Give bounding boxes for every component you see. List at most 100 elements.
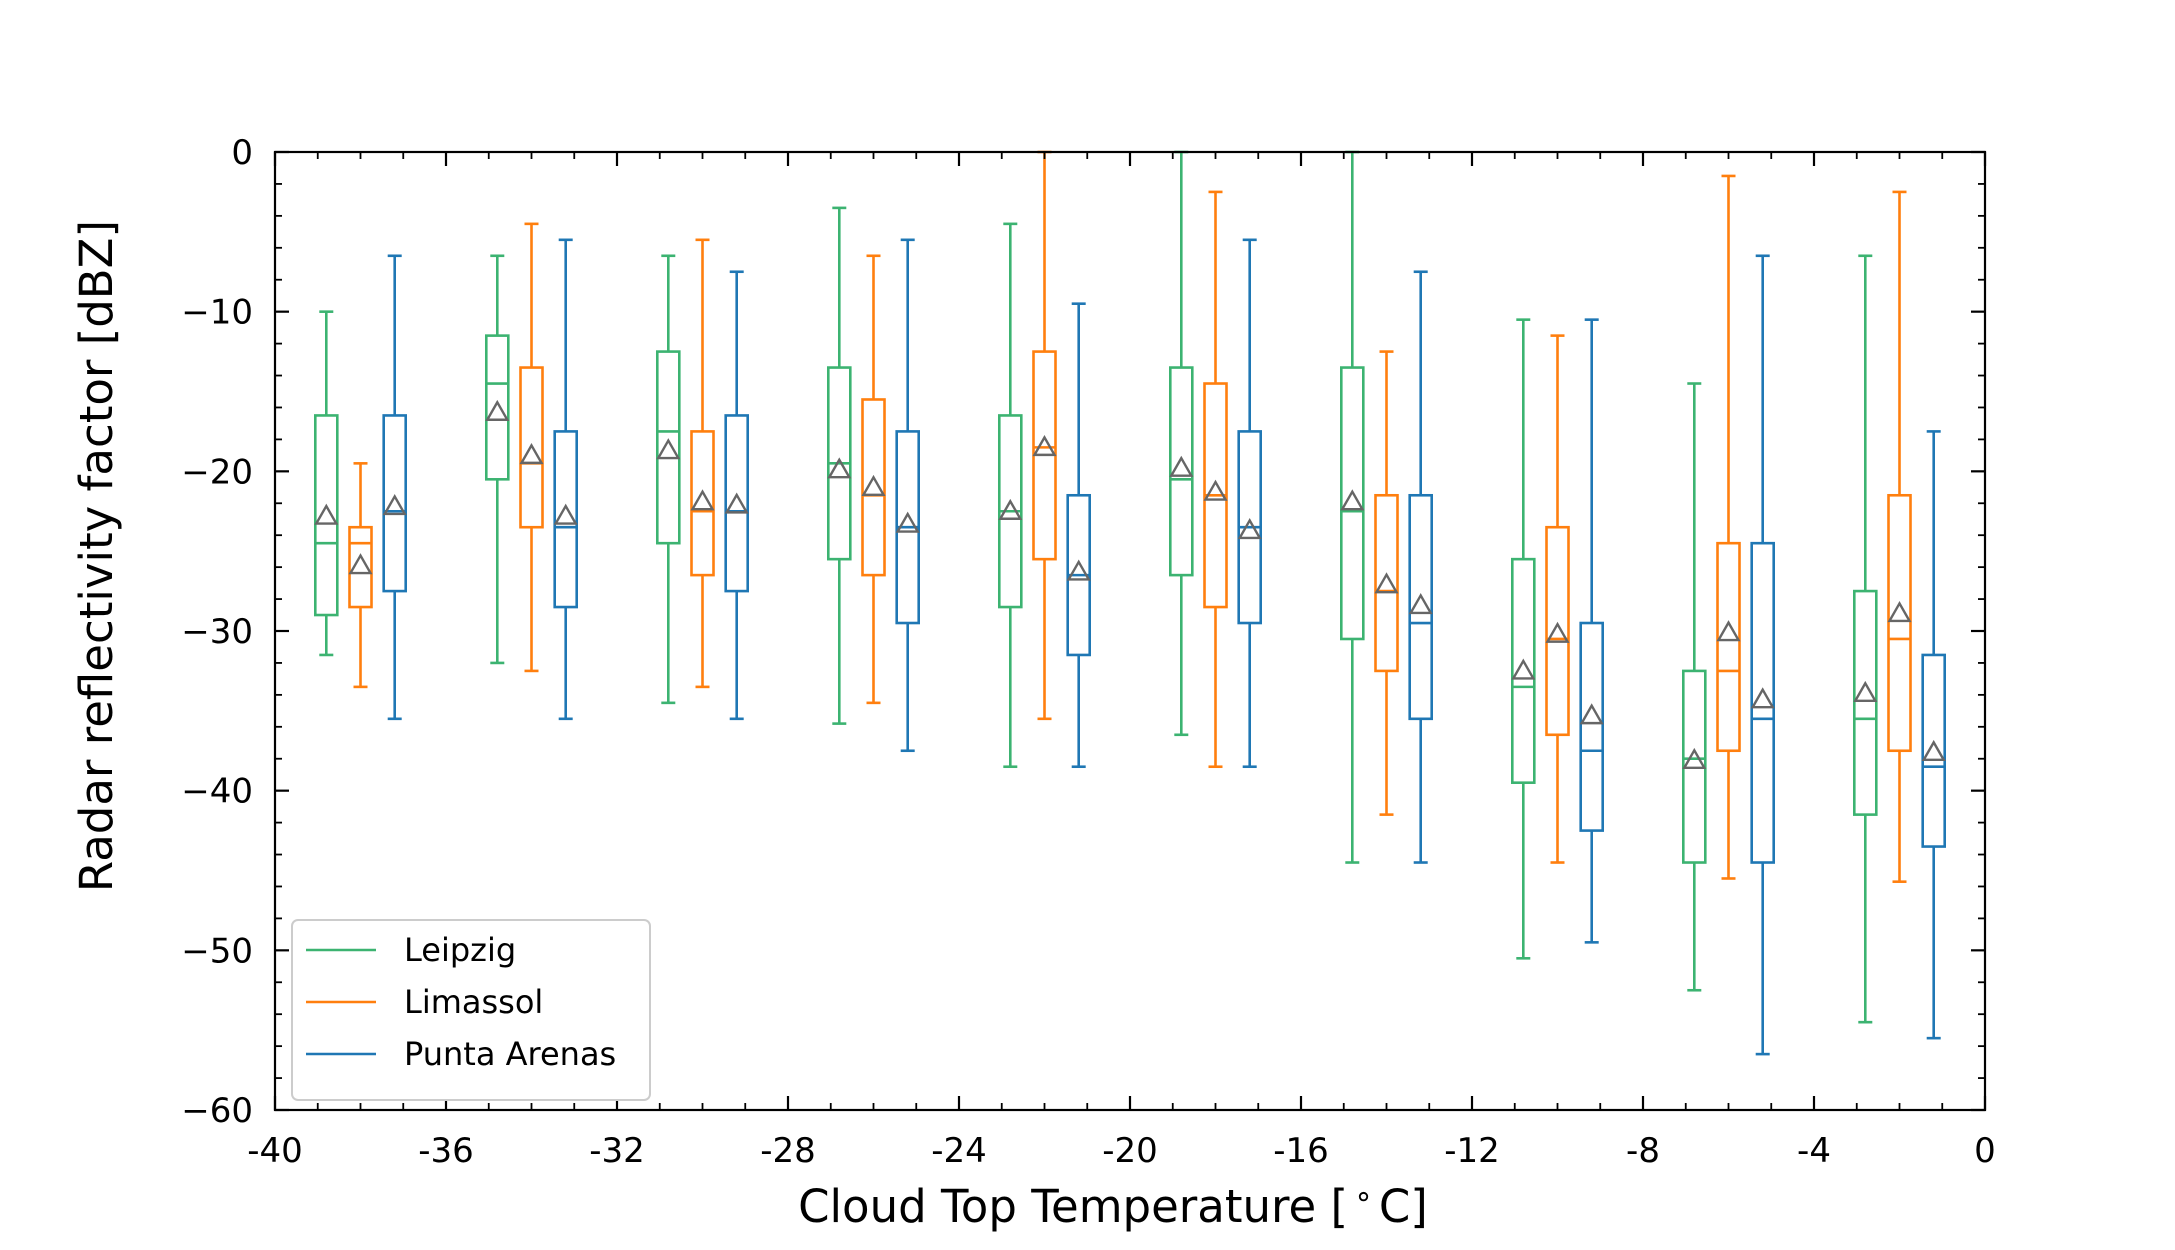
box-iqr [1579, 621, 1604, 832]
mean-marker [1887, 601, 1912, 623]
x-axis-label-part-1: Cloud Top Temperature [ [798, 1180, 1348, 1233]
box-punta-arenas-9 [1921, 430, 1946, 1040]
mean-marker [382, 494, 407, 516]
mean-marker [1374, 572, 1399, 594]
legend: Leipzig Limassol Punta Arenas [291, 919, 651, 1101]
x-tick-label: -4 [1797, 1131, 1831, 1171]
mean-marker [895, 511, 920, 533]
box-iqr [1716, 541, 1741, 753]
mean-marker [519, 442, 544, 465]
x-tick-label: 0 [1974, 1131, 1996, 1171]
x-tick-label: -32 [589, 1131, 645, 1171]
x-tick-label: -20 [1102, 1131, 1158, 1171]
mean-marker [1545, 621, 1570, 643]
y-tick-label: −20 [181, 452, 253, 492]
box-iqr [1169, 366, 1194, 577]
box-iqr [1682, 669, 1707, 864]
mean-marker [553, 503, 578, 525]
box-iqr [1408, 493, 1433, 721]
mean-marker [656, 438, 681, 460]
mean-marker [314, 503, 339, 525]
mean-marker [724, 492, 749, 514]
box-punta-arenas-5 [1237, 238, 1262, 769]
mean-marker [1169, 455, 1194, 477]
box-iqr [1853, 589, 1878, 816]
y-tick-label: 0 [231, 133, 253, 173]
mean-marker [1921, 739, 1946, 762]
mean-marker [827, 457, 852, 479]
box-iqr [1921, 653, 1946, 848]
box-limassol-7 [1545, 334, 1570, 864]
mean-marker [348, 553, 373, 575]
y-tick-label: −60 [181, 1091, 253, 1131]
legend-label-leipzig: Leipzig [404, 931, 516, 969]
box-limassol-6 [1374, 350, 1399, 816]
box-limassol-1 [519, 222, 544, 673]
mean-marker [1408, 593, 1433, 615]
mean-marker [861, 474, 886, 496]
box-punta-arenas-2 [724, 270, 750, 721]
box-iqr [1750, 541, 1775, 864]
y-axis-label: Radar reflectivity factor [dBZ] [70, 220, 123, 892]
x-tick-label: -40 [247, 1131, 303, 1171]
box-iqr [313, 414, 339, 617]
box-punta-arenas-6 [1408, 270, 1433, 864]
box-iqr [1340, 366, 1365, 641]
box-limassol-0 [348, 462, 373, 689]
box-leipzig-9 [1853, 254, 1878, 1024]
box-limassol-5 [1203, 190, 1228, 769]
box-punta-arenas-1 [553, 238, 579, 721]
mean-marker [998, 498, 1023, 520]
axis-ticks [273, 150, 1987, 1112]
mean-marker [1682, 747, 1707, 770]
box-leipzig-0 [313, 310, 339, 657]
legend-label-limassol: Limassol [404, 983, 543, 1021]
box-leipzig-2 [655, 254, 681, 705]
box-iqr [724, 414, 750, 593]
box-iqr [553, 430, 579, 609]
x-axis-label-part-2: C] [1379, 1180, 1428, 1233]
mean-marker [1716, 620, 1741, 642]
x-tick-label: -8 [1626, 1131, 1660, 1171]
box-leipzig-5 [1169, 150, 1194, 737]
mean-marker [485, 399, 510, 421]
box-punta-arenas-0 [382, 254, 408, 721]
mean-marker [1750, 687, 1775, 709]
box-iqr [1545, 525, 1570, 737]
box-punta-arenas-4 [1066, 302, 1091, 769]
box-iqr [861, 398, 886, 577]
box-iqr [382, 414, 408, 593]
box-punta-arenas-3 [895, 238, 921, 753]
box-leipzig-1 [484, 254, 510, 665]
box-limassol-4 [1032, 150, 1057, 721]
mean-marker [690, 489, 715, 511]
box-iqr [348, 525, 373, 609]
box-iqr [519, 366, 544, 529]
box-punta-arenas-8 [1750, 254, 1775, 1056]
mean-marker [1203, 479, 1228, 501]
y-tick-label: −50 [181, 931, 253, 971]
box-limassol-8 [1716, 174, 1741, 880]
y-tick-label: −10 [181, 293, 253, 333]
mean-marker [1579, 703, 1604, 725]
box-iqr [1374, 493, 1399, 673]
mean-marker [1032, 434, 1057, 457]
box-iqr [655, 350, 681, 545]
y-tick-label: −30 [181, 612, 253, 652]
box-limassol-3 [861, 254, 886, 705]
box-leipzig-4 [997, 222, 1023, 769]
y-tick-label: −40 [181, 772, 253, 812]
x-tick-label: -28 [760, 1131, 816, 1171]
box-leipzig-3 [826, 206, 852, 725]
box-iqr [1511, 557, 1536, 784]
box-iqr [690, 430, 715, 577]
x-tick-label: -16 [1273, 1131, 1329, 1171]
box-limassol-2 [690, 238, 715, 689]
box-limassol-9 [1887, 190, 1912, 883]
x-axis-label: Cloud Top Temperature [∘ C] [798, 1179, 1428, 1233]
box-punta-arenas-7 [1579, 318, 1604, 944]
box-iqr [484, 334, 510, 481]
mean-marker [1853, 680, 1878, 702]
mean-marker [1237, 517, 1262, 540]
